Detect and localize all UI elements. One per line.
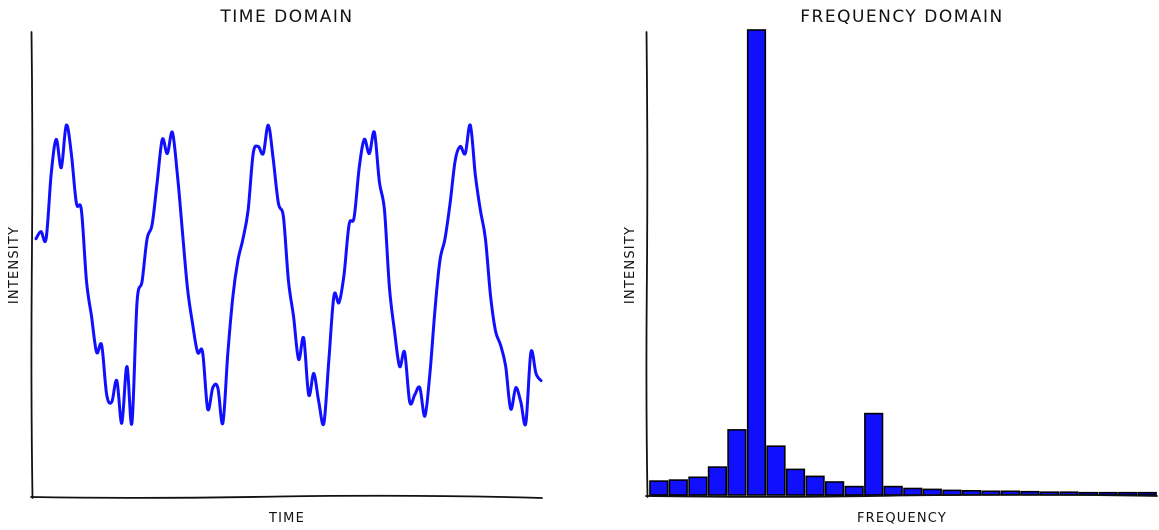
frequency-bar — [649, 480, 669, 496]
frequency-y-axis — [645, 31, 649, 498]
frequency-bar — [824, 481, 845, 496]
time-y-axis — [30, 31, 34, 499]
frequency-bar — [805, 475, 825, 496]
frequency-bar — [785, 468, 806, 496]
time-y-label: INTENSITY — [7, 226, 22, 304]
frequency-bar — [903, 487, 923, 496]
frequency-domain-title: FREQUENCY DOMAIN — [800, 7, 1003, 27]
time-x-label: TIME — [268, 511, 305, 526]
frequency-bars — [649, 29, 1157, 496]
frequency-bar — [746, 29, 767, 496]
frequency-x-label: FREQUENCY — [857, 511, 947, 526]
frequency-bar — [766, 445, 786, 496]
frequency-domain-panel: FREQUENCY DOMAIN FREQUENCY INTENSITY — [623, 7, 1158, 526]
frequency-bar — [1137, 491, 1157, 496]
time-x-axis — [30, 494, 543, 499]
time-domain-panel: TIME DOMAIN TIME INTENSITY — [7, 7, 543, 526]
frequency-bar — [727, 429, 747, 496]
time-signal-line — [34, 123, 543, 427]
frequency-bar — [883, 485, 903, 496]
frequency-bar — [707, 466, 727, 496]
time-domain-title: TIME DOMAIN — [219, 7, 353, 27]
frequency-x-axis — [645, 493, 1158, 498]
frequency-bar — [688, 476, 708, 496]
frequency-bar — [668, 479, 688, 496]
frequency-y-label: INTENSITY — [623, 226, 638, 304]
frequency-bar — [864, 412, 884, 496]
frequency-bar — [844, 485, 864, 496]
